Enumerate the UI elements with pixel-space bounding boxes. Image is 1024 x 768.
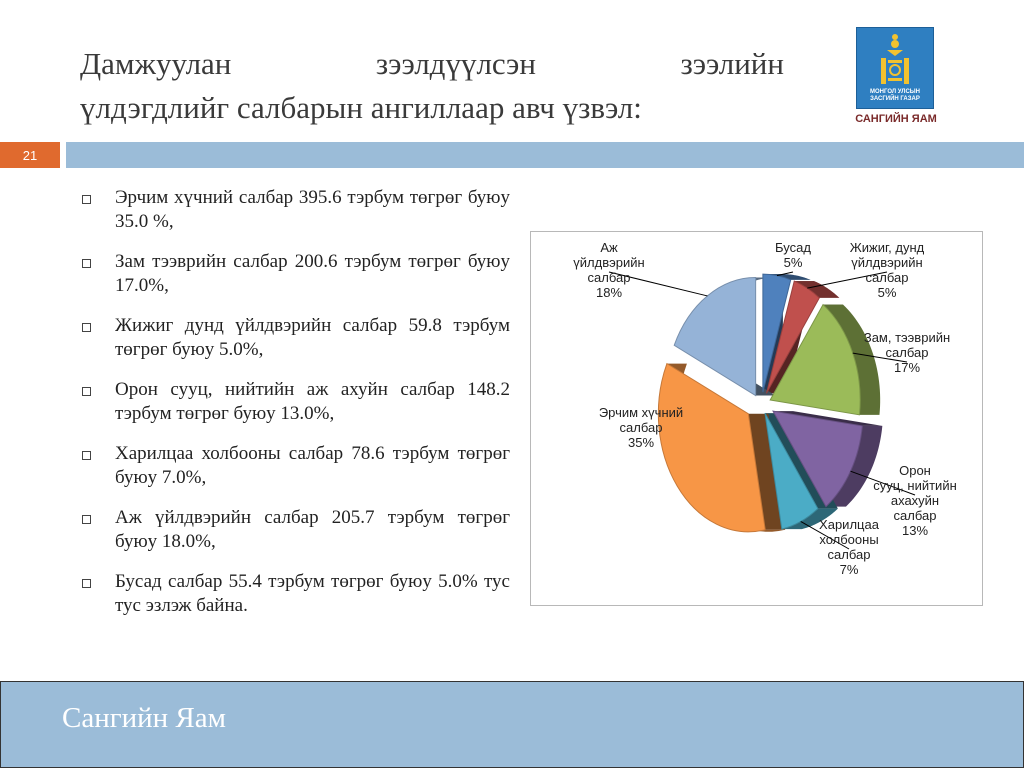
bullet-text: Аж үйлдвэрийн салбар 205.7 тэрбум төгрөг… <box>115 507 510 552</box>
pie-slice-side <box>825 425 883 507</box>
pie-slice-label: Жижиг, дунд үйлдвэрийн салбар 5% <box>850 240 925 300</box>
title-word: зээлдүүлсэн <box>375 46 536 81</box>
pie-slice <box>765 280 820 394</box>
pie-slice-label: Эрчим хүчний салбар 35% <box>599 405 683 450</box>
logo-text-line-2: ЗАСГИЙН ГАЗАР <box>870 96 920 102</box>
bullet-square-icon <box>82 259 91 268</box>
pie-slice-label: Бусад 5% <box>775 240 811 270</box>
bullet-text: Жижиг дунд үйлдвэрийн салбар 59.8 тэрбум… <box>115 315 510 360</box>
bullet-square-icon <box>82 387 91 396</box>
pie-slice-label: Зам, тээврийн салбар 17% <box>864 330 950 375</box>
bullet-item: Зам тээврийн салбар 200.6 тэрбум төгрөг … <box>82 250 510 298</box>
bullet-text: Зам тээврийн салбар 200.6 тэрбум төгрөг … <box>115 251 510 296</box>
pie-chart: Бусад 5% Жижиг, дунд үйлдвэрийн салбар 5% Зам,… <box>573 240 957 577</box>
pie-slice-side <box>781 508 838 530</box>
bullet-item: Аж үйлдвэрийн салбар 205.7 тэрбум төгрөг… <box>82 506 510 554</box>
pie-leader-line <box>800 521 850 550</box>
logo-text-line-1: МОНГОЛ УЛСЫН <box>870 89 920 95</box>
bullet-square-icon <box>82 515 91 524</box>
bullet-item: Бусад салбар 55.4 тэрбум төгрөг буюу 5.0… <box>82 570 510 618</box>
pie-leader-line <box>852 352 908 363</box>
bullet-text: Бусад салбар 55.4 тэрбум төгрөг буюу 5.0… <box>115 571 510 616</box>
pie-slice <box>762 273 792 393</box>
title-line-2: үлдэгдлийг салбарын ангиллаар авч үзвэл: <box>80 90 642 125</box>
bullet-text: Харилцаа холбооны салбар 78.6 тэрбум төг… <box>115 443 510 488</box>
pie-slice-wall <box>748 413 786 530</box>
pie-slice <box>772 410 863 508</box>
ministry-caption: САНГИЙН ЯАМ <box>855 113 937 125</box>
bullet-list: Эрчим хүчний салбар 395.6 тэрбум төгрөг … <box>82 186 510 634</box>
soyombo-icon <box>881 34 909 84</box>
bullet-text: Орон сууц, нийтийн аж ахуйн салбар 148.2… <box>115 379 510 424</box>
pie-slice-side <box>762 274 811 280</box>
pie-slice-label: Орон сууц, нийтийн ахахуйн салбар 13% <box>873 463 957 538</box>
pie-slice <box>764 412 819 530</box>
title-word: Дамжуулан <box>80 46 232 81</box>
bullet-item: Эрчим хүчний салбар 395.6 тэрбум төгрөг … <box>82 186 510 234</box>
title-line-1: Дамжуулан зээлдүүлсэн зээлийн <box>80 42 784 86</box>
bullet-item: Орон сууц, нийтийн аж ахуйн салбар 148.2… <box>82 378 510 426</box>
pie-slice-label: Харилцаа холбооны салбар 7% <box>819 517 880 577</box>
bullet-square-icon <box>82 579 91 588</box>
pie-leader-line <box>807 271 888 289</box>
slide-title: Дамжуулан зээлдүүлсэн зээлийн үлдэгдлийг… <box>80 42 784 130</box>
bullet-item: Жижиг дунд үйлдвэрийн салбар 59.8 тэрбум… <box>82 314 510 362</box>
bullet-item: Харилцаа холбооны салбар 78.6 тэрбум төг… <box>82 442 510 490</box>
pie-leader-line <box>608 271 708 297</box>
bullet-square-icon <box>82 195 91 204</box>
bullet-square-icon <box>82 451 91 460</box>
pie-slice-side <box>794 281 840 298</box>
header-divider-band <box>66 142 1024 168</box>
footer-text: Сангийн Яам <box>62 702 227 734</box>
pie-slice-label: Аж үйлдвэрийн салбар 18% <box>573 240 644 300</box>
pie-slice-wall <box>773 411 883 426</box>
pie-slice <box>673 277 757 397</box>
pie-slice <box>657 362 766 533</box>
pie-leader-line <box>850 470 916 496</box>
bullet-square-icon <box>82 323 91 332</box>
slide-number-badge: 21 <box>0 142 60 168</box>
footer-band: Сангийн Яам <box>0 681 1024 768</box>
title-word: зээлийн <box>680 46 784 81</box>
bullet-text: Эрчим хүчний салбар 395.6 тэрбум төгрөг … <box>115 187 510 232</box>
pie-slice-side <box>823 304 881 415</box>
government-emblem-logo: МОНГОЛ УЛСЫН ЗАСГИЙН ГАЗАР <box>856 27 934 109</box>
pie-chart-frame: Бусад 5% Жижиг, дунд үйлдвэрийн салбар 5% Зам,… <box>530 231 983 606</box>
pie-leader-line <box>776 271 794 277</box>
